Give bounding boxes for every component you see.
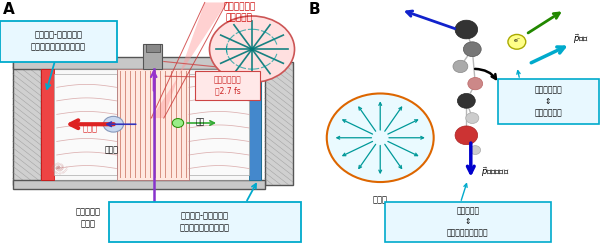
FancyBboxPatch shape (196, 71, 260, 100)
Text: $\vec{p}$解離イオン: $\vec{p}$解離イオン (481, 165, 509, 179)
Circle shape (466, 113, 479, 123)
Text: B: B (309, 2, 320, 17)
Text: 到達位置-時間を計測
可能な検出器（イオン）: 到達位置-時間を計測 可能な検出器（イオン） (31, 30, 86, 52)
FancyBboxPatch shape (0, 21, 116, 62)
Circle shape (455, 20, 478, 39)
Circle shape (209, 16, 295, 82)
Bar (249, 69, 262, 180)
Text: $\vec{p}$電子: $\vec{p}$電子 (573, 32, 589, 46)
Circle shape (455, 126, 478, 145)
Bar (53, 74, 116, 175)
Bar (13, 180, 265, 189)
Bar (13, 62, 41, 184)
Circle shape (468, 77, 482, 90)
Text: 分子の向き
⇕
解離イオン放出方向: 分子の向き ⇕ 解離イオン放出方向 (447, 206, 488, 237)
Text: エタノール
分子流: エタノール 分子流 (76, 207, 101, 228)
Text: $\vec{p}$イオン化: $\vec{p}$イオン化 (502, 78, 526, 92)
Bar (116, 69, 189, 180)
Bar (189, 74, 249, 175)
Text: 円偏光: 円偏光 (373, 196, 388, 205)
Circle shape (470, 146, 481, 154)
Circle shape (457, 93, 475, 108)
Circle shape (508, 34, 526, 49)
Polygon shape (151, 2, 227, 118)
Circle shape (453, 60, 468, 73)
Text: イオン化方向
⇕
電子放出方向: イオン化方向 ⇕ 電子放出方向 (534, 86, 562, 117)
Circle shape (172, 119, 184, 127)
Text: 電場回転周期
～2.7 fs: 電場回転周期 ～2.7 fs (214, 75, 241, 95)
Text: 到達位置-時間を計測
可能な検出器（電子）: 到達位置-時間を計測 可能な検出器（電子） (180, 211, 230, 233)
Bar (146, 44, 160, 52)
FancyBboxPatch shape (385, 202, 551, 242)
Text: 電子: 電子 (196, 117, 205, 126)
Text: 静電場: 静電場 (82, 125, 97, 134)
Text: A: A (3, 2, 15, 17)
Bar (265, 62, 293, 184)
Bar (13, 57, 265, 69)
Bar (41, 69, 53, 180)
Text: イオン: イオン (105, 145, 119, 154)
Text: e⁻: e⁻ (513, 38, 520, 43)
Bar (143, 44, 162, 69)
FancyBboxPatch shape (109, 202, 301, 242)
Circle shape (327, 93, 434, 182)
Bar (41, 69, 262, 180)
FancyBboxPatch shape (497, 79, 599, 124)
Circle shape (103, 116, 124, 132)
Text: 高強度円偏光
レーザー光: 高強度円偏光 レーザー光 (223, 2, 256, 23)
Circle shape (463, 42, 481, 57)
